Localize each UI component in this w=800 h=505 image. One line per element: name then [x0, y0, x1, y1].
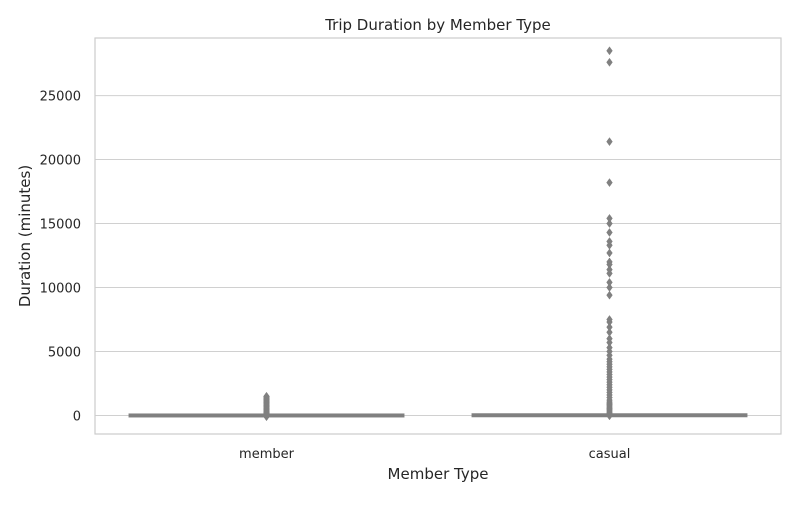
outlier-point: [606, 277, 613, 287]
outlier-point: [606, 283, 613, 292]
outlier-point: [606, 265, 613, 275]
outlier-point: [606, 178, 613, 188]
x-tick-label: casual: [589, 447, 631, 462]
outlier-point: [606, 137, 613, 147]
outlier-point: [606, 343, 613, 353]
y-tick-label: 20000: [40, 154, 81, 169]
box-member: [128, 391, 405, 422]
y-tick-label: 25000: [40, 90, 81, 105]
outlier-point: [606, 46, 613, 56]
y-tick-label: 0: [73, 409, 81, 424]
x-tick-label: member: [239, 447, 295, 462]
y-tick-label: 5000: [48, 345, 81, 360]
box-casual: [471, 46, 748, 421]
outlier-point: [606, 327, 613, 337]
outlier-point: [606, 228, 613, 237]
outlier-point: [606, 315, 613, 324]
boxes: [128, 46, 748, 422]
y-axis-label: Duration (minutes): [16, 165, 34, 307]
y-tick-label: 15000: [40, 218, 81, 233]
outlier-point: [606, 237, 613, 246]
outlier-point: [606, 248, 613, 258]
outlier-point: [606, 290, 613, 300]
x-tick-labels: member casual: [239, 447, 630, 462]
y-tick-label: 10000: [40, 281, 81, 296]
outlier-point: [263, 391, 270, 401]
chart-title: Trip Duration by Member Type: [324, 16, 551, 34]
outlier-point: [606, 257, 613, 267]
outlier-point: [606, 213, 613, 223]
outlier-point: [606, 334, 613, 344]
x-axis-label: Member Type: [388, 465, 489, 483]
y-tick-labels: 0 5000 10000 15000 20000 25000: [40, 90, 81, 425]
outlier-point: [606, 219, 613, 228]
grid-lines: [95, 95, 781, 416]
outlier-point: [606, 322, 613, 332]
outlier-point: [606, 57, 613, 67]
plot-frame: [94, 37, 782, 435]
